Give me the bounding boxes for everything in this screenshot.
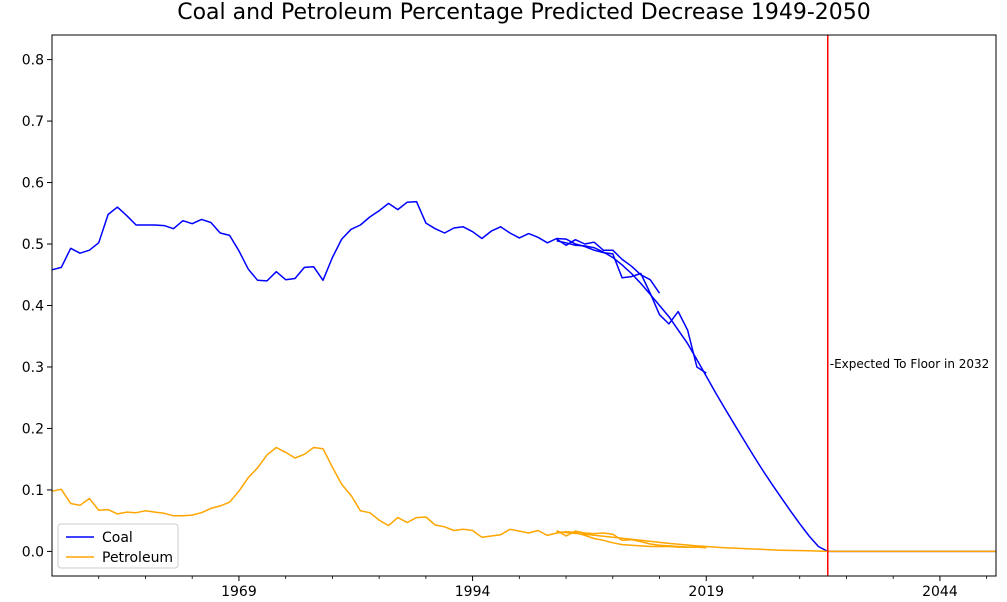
x-tick-label: 2019 — [688, 584, 724, 600]
axes: 0.0 0.1 0.2 0.3 0.4 0.5 0.6 0.7 0.8 1969 1994 2019 2… — [22, 34, 997, 600]
coal-line-segment-1 — [556, 238, 661, 294]
coal-line-segment-0 — [51, 200, 707, 374]
chart-title: Coal and Petroleum Percentage Predicted … — [177, 0, 871, 25]
y-tick-label: 0.7 — [22, 114, 44, 130]
x-tick-label: 2044 — [922, 584, 958, 600]
vline-annotation: -Expected To Floor in 2032 — [830, 357, 990, 371]
y-tick-label: 0.4 — [22, 299, 44, 315]
legend-label: Coal — [102, 530, 133, 546]
legend-label: Petroleum — [102, 550, 173, 566]
coal-line-segment-2 — [556, 240, 829, 553]
y-tick-label: 0.8 — [22, 53, 44, 69]
y-tick-label: 0.5 — [22, 237, 44, 253]
y-tick-label: 0.0 — [22, 544, 44, 560]
plot-area: -Expected To Floor in 2032 — [51, 35, 996, 576]
y-tick-label: 0.2 — [22, 421, 44, 437]
y-tick-label: 0.1 — [22, 483, 44, 499]
petroleum-line-segment-0 — [51, 446, 707, 549]
x-tick-label: 1969 — [221, 584, 257, 600]
petroleum-line-segment-2 — [556, 530, 996, 553]
legend: Coal Petroleum — [57, 523, 179, 569]
y-tick-label: 0.3 — [22, 360, 44, 376]
x-tick-label: 1994 — [455, 584, 491, 600]
y-tick-label: 0.6 — [22, 176, 44, 192]
